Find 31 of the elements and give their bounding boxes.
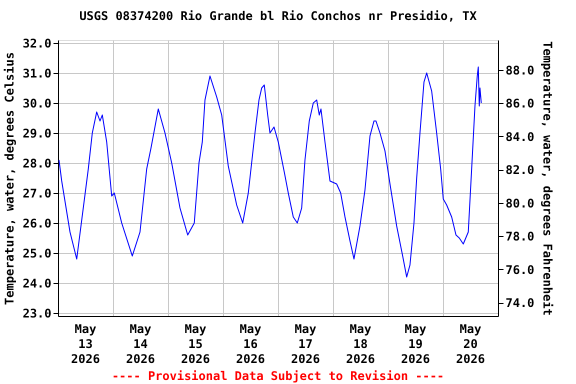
y2-tick-label: 74.0 <box>506 296 534 310</box>
x-tick-label: May 19 2026 <box>401 322 430 366</box>
x-tick-label: May 20 2026 <box>456 322 485 366</box>
y-tick-label: 27.0 <box>22 186 52 200</box>
y-tick-label: 25.0 <box>22 246 52 260</box>
y2-tick-label: 76.0 <box>506 262 534 277</box>
y-tick-label: 28.0 <box>22 156 52 170</box>
x-tick-label: May 16 2026 <box>236 322 265 366</box>
y2-tick-label: 84.0 <box>506 130 534 144</box>
y-tick-label: 29.0 <box>22 126 52 140</box>
y2-tick-label: 86.0 <box>506 96 534 111</box>
y2-tick-label: 78.0 <box>506 230 534 244</box>
x-tick-label: May 15 2026 <box>181 322 210 366</box>
line-series <box>58 66 482 278</box>
text: ---- Provisional Data Subject to Revision ---- <box>112 369 444 383</box>
y-tick-label: 23.0 <box>22 306 52 320</box>
y2-tick-label: 82.0 <box>506 163 534 178</box>
y-tick-label: 32.0 <box>22 36 52 50</box>
y-tick-label: 26.0 <box>22 216 52 230</box>
chart-title: USGS 08374200 Rio Grande bl Rio Conchos nr Presidio, TX <box>79 9 478 23</box>
x-tick-label: May 18 2026 <box>346 322 375 366</box>
x-tick-label: May 14 2026 <box>126 322 155 366</box>
y-axis-title: Temperature, water, degrees Celsius <box>2 52 17 305</box>
y-tick-label: 24.0 <box>22 276 52 290</box>
y2-tick-label: 80.0 <box>506 196 534 210</box>
y2-tick-label: 88.0 <box>506 63 534 78</box>
x-tick-label: May 13 2026 <box>71 322 100 366</box>
y-tick-label: 31.0 <box>22 66 52 80</box>
y-tick-label: 30.0 <box>22 96 52 110</box>
x-tick-label: May 17 2026 <box>291 322 320 366</box>
y2-axis-title: Temperature, water, degrees Fahrenheit <box>540 41 554 316</box>
